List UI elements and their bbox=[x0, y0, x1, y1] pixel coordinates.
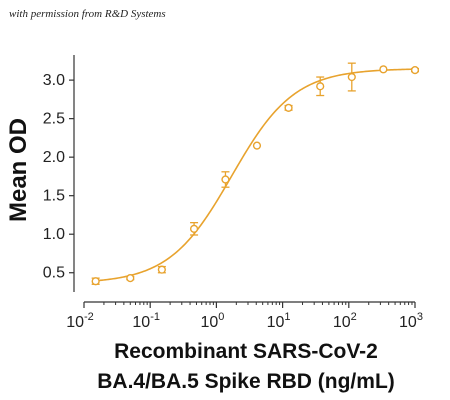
ticks: 0.5 1.0 1.5 2.0 2.5 3.0 10-2 10-1 100 101 102 103 bbox=[43, 72, 423, 331]
x-tick-label: 102 bbox=[333, 311, 357, 331]
data-point bbox=[91, 277, 100, 286]
x-axis-label-line2: BA.4/BA.5 Spike RBD (ng/mL) bbox=[97, 370, 395, 393]
data-point bbox=[189, 224, 199, 233]
data-point bbox=[379, 65, 388, 74]
y-axis-label: Mean OD bbox=[5, 118, 32, 222]
data-point bbox=[157, 265, 166, 274]
y-tick-label: 2.5 bbox=[43, 111, 65, 128]
credit-note: with permission from R&D Systems bbox=[9, 8, 166, 20]
y-tick-label: 3.0 bbox=[43, 72, 65, 89]
x-axis-label-line1: Recombinant SARS-CoV-2 bbox=[114, 340, 378, 363]
x-tick-label: 100 bbox=[200, 311, 224, 331]
y-tick-label: 0.5 bbox=[43, 265, 65, 282]
y-tick-label: 1.5 bbox=[43, 188, 65, 205]
data-point bbox=[221, 175, 230, 184]
axes bbox=[73, 55, 415, 303]
x-tick-label: 103 bbox=[399, 311, 423, 331]
data-point bbox=[410, 65, 420, 75]
fit-curve bbox=[95, 68, 416, 282]
data-point bbox=[284, 103, 293, 112]
y-tick-label: 1.0 bbox=[43, 226, 65, 243]
x-tick-label: 10-1 bbox=[132, 311, 160, 331]
data-point bbox=[252, 141, 262, 150]
data-point bbox=[347, 72, 356, 82]
y-tick-label: 2.0 bbox=[43, 149, 65, 166]
data-point bbox=[316, 82, 325, 91]
data-point bbox=[126, 274, 135, 283]
x-tick-label: 10-2 bbox=[66, 311, 94, 331]
data-points bbox=[91, 62, 420, 286]
x-tick-label: 101 bbox=[267, 311, 291, 331]
